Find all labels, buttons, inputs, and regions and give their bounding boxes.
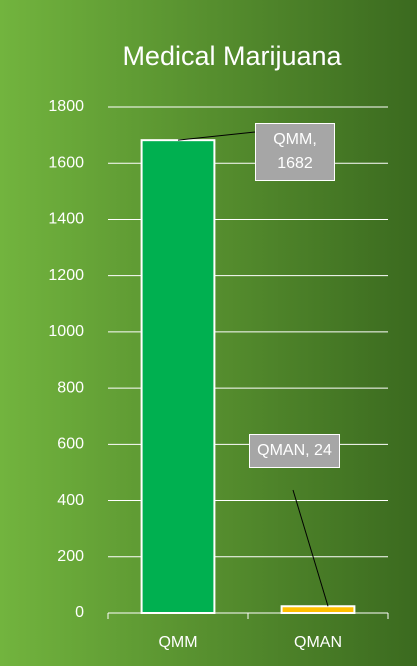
y-tick-label: 400 bbox=[57, 492, 84, 509]
y-tick-label: 1200 bbox=[48, 267, 84, 284]
bar bbox=[280, 605, 356, 615]
y-tick-label: 800 bbox=[57, 379, 84, 396]
chart-title: Medical Marijuana bbox=[122, 41, 342, 71]
bar bbox=[140, 139, 216, 614]
y-tick-label: 600 bbox=[57, 436, 84, 453]
x-tick-label: QMAN bbox=[294, 634, 342, 651]
data-label: QMM, 1682 bbox=[255, 123, 335, 181]
y-tick-label: 1400 bbox=[48, 211, 84, 228]
x-tick-label: QMM bbox=[158, 634, 197, 651]
leader-line bbox=[177, 131, 256, 141]
y-tick-label: 0 bbox=[75, 604, 84, 621]
y-tick-label: 1800 bbox=[48, 98, 84, 115]
y-tick-label: 200 bbox=[57, 548, 84, 565]
y-tick-label: 1000 bbox=[48, 323, 84, 340]
data-label: QMAN, 24 bbox=[249, 434, 340, 468]
leader-line bbox=[292, 489, 329, 607]
y-tick-label: 1600 bbox=[48, 154, 84, 171]
